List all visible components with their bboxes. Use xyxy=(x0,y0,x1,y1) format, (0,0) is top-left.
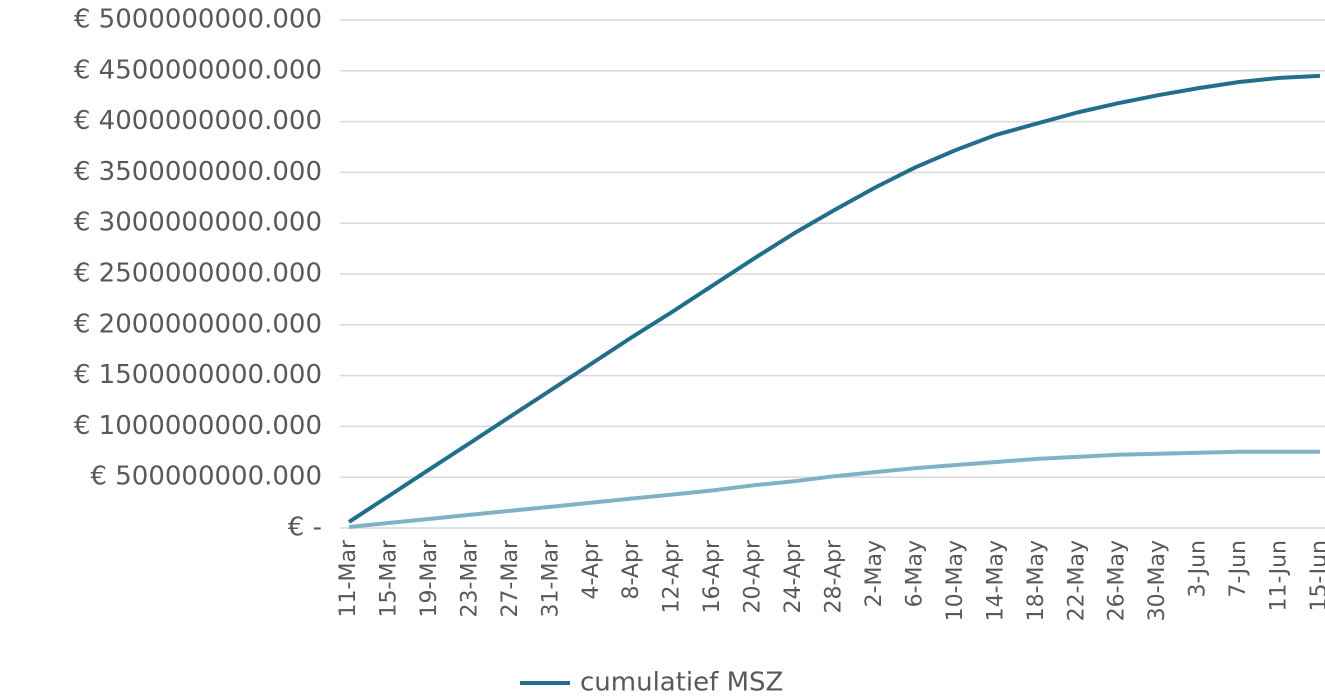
x-tick-label: 8-Apr xyxy=(619,539,644,599)
x-tick-label: 15-Jun xyxy=(1307,540,1325,612)
x-tick-label: 7-Jun xyxy=(1226,540,1251,598)
x-tick-label: 27-Mar xyxy=(498,539,523,617)
y-tick-label: € 1500000000.000 xyxy=(74,360,322,390)
x-tick-label: 19-Mar xyxy=(417,539,442,617)
y-tick-label: € 4000000000.000 xyxy=(74,106,322,136)
x-tick-label: 12-Apr xyxy=(660,539,685,613)
x-tick-label: 15-Mar xyxy=(376,539,401,617)
x-tick-label: 23-Mar xyxy=(457,539,482,617)
y-tick-label: € 3000000000.000 xyxy=(74,208,322,238)
x-tick-label: 6-May xyxy=(902,540,927,607)
legend-label: cumulatief MSZ xyxy=(580,668,783,698)
x-tick-label: 3-Jun xyxy=(1186,540,1211,598)
x-tick-label: 22-May xyxy=(1064,540,1089,621)
y-tick-label: € 3500000000.000 xyxy=(74,157,322,187)
x-tick-label: 26-May xyxy=(1105,540,1130,621)
y-tick-label: € 500000000.000 xyxy=(90,462,322,492)
y-tick-label: € - xyxy=(288,513,322,543)
series-line xyxy=(348,449,1320,529)
x-tick-label: 16-Apr xyxy=(700,539,725,613)
x-tick-label: 14-May xyxy=(983,540,1008,621)
x-tick-label: 28-Apr xyxy=(822,539,847,613)
x-tick-label: 31-Mar xyxy=(538,539,563,617)
x-tick-label: 30-May xyxy=(1145,540,1170,621)
series-line xyxy=(347,73,1321,524)
x-tick-label: 4-Apr xyxy=(579,539,604,599)
y-tick-label: € 4500000000.000 xyxy=(74,55,322,85)
y-tick-label: € 5000000000.000 xyxy=(74,5,322,35)
y-tick-label: € 2000000000.000 xyxy=(74,309,322,339)
x-tick-label: 10-May xyxy=(943,540,968,621)
y-tick-label: € 1000000000.000 xyxy=(74,411,322,441)
x-tick-label: 20-Apr xyxy=(741,539,766,613)
x-tick-label: 2-May xyxy=(862,540,887,607)
x-tick-label: 11-Mar xyxy=(336,539,361,617)
y-tick-label: € 2500000000.000 xyxy=(74,259,322,289)
x-tick-label: 24-Apr xyxy=(781,539,806,613)
x-tick-label: 18-May xyxy=(1024,540,1049,621)
x-tick-label: 11-Jun xyxy=(1267,540,1292,612)
